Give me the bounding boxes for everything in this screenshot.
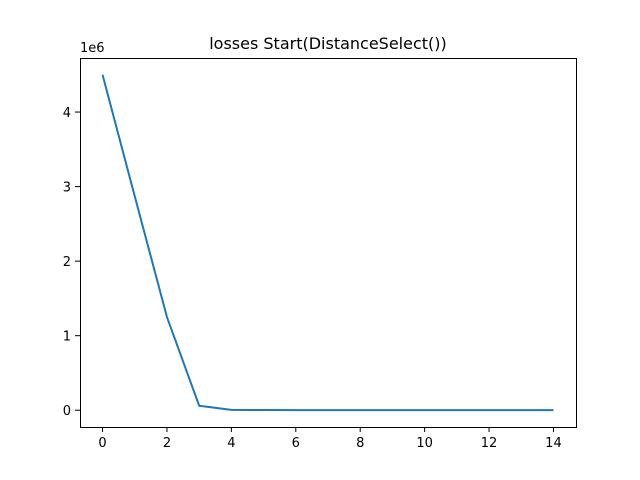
series-line — [101, 74, 554, 412]
y-axis-ticks: 0 1 2 3 4 — [63, 106, 80, 419]
y-axis-offset-label: 1e6 — [80, 41, 105, 56]
y-tick-label: 0 — [63, 404, 71, 419]
y-tick-label: 1 — [63, 330, 71, 345]
x-tick-label: 2 — [163, 436, 171, 451]
x-tick-label: 10 — [416, 436, 433, 451]
x-tick-label: 6 — [292, 436, 300, 451]
series-layer — [101, 74, 554, 412]
x-tick-label: 8 — [356, 436, 364, 451]
x-tick-label: 4 — [227, 436, 235, 451]
y-tick-label: 4 — [63, 106, 71, 121]
chart-title: losses Start(DistanceSelect()) — [209, 34, 447, 53]
y-tick-label: 3 — [63, 181, 71, 196]
x-axis-ticks: 0 2 4 6 8 10 12 14 — [98, 427, 562, 451]
y-tick-label: 2 — [63, 255, 71, 270]
x-tick-label: 12 — [481, 436, 498, 451]
plot-area-frame — [80, 58, 577, 428]
x-tick-label: 14 — [545, 436, 562, 451]
x-tick-label: 0 — [98, 436, 106, 451]
